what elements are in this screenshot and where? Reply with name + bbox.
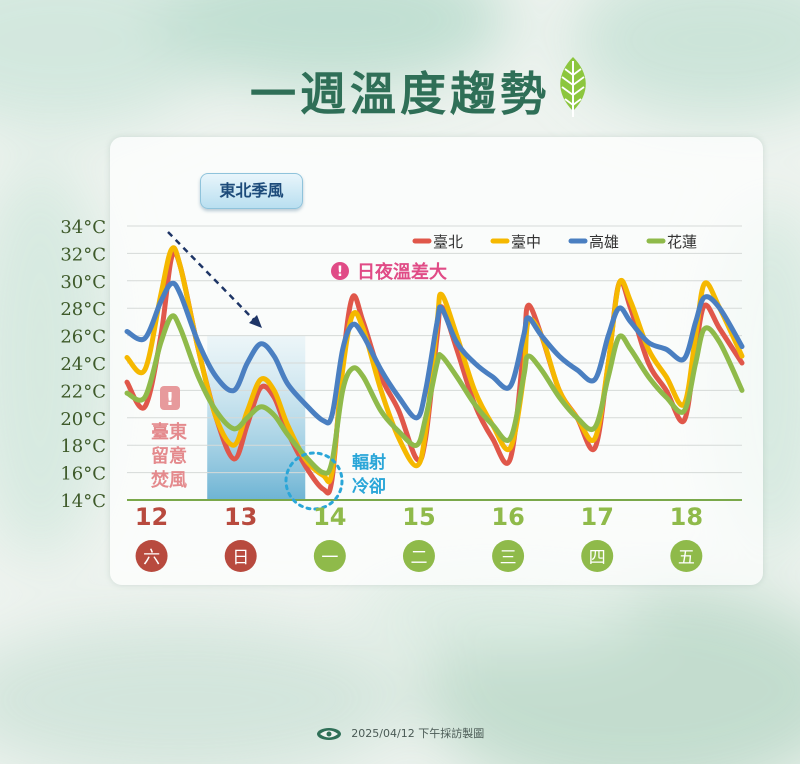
- legend-label: 臺北: [433, 233, 463, 251]
- weekday-label: 四: [589, 548, 606, 568]
- legend-label: 臺中: [511, 233, 541, 251]
- weekday-badge: [670, 540, 703, 572]
- legend-label: 花蓮: [667, 233, 697, 251]
- day-number: 14: [313, 503, 346, 531]
- radiation-label: 冷卻: [352, 476, 386, 497]
- foehn-label: 留意: [151, 445, 187, 467]
- weekday-label: 五: [678, 548, 695, 568]
- monsoon-arrowhead: [249, 315, 262, 328]
- y-tick-label: 30°C: [60, 272, 106, 293]
- monsoon-arrow: [167, 231, 257, 323]
- diurnal-label: 日夜溫差大: [357, 261, 447, 283]
- logo-icon: [316, 728, 341, 740]
- y-tick-label: 32°C: [60, 244, 106, 265]
- monsoon-label: 東北季風: [200, 173, 303, 209]
- radiation-circle: [284, 451, 344, 511]
- day-number: 13: [224, 503, 257, 531]
- day-number: 15: [402, 503, 435, 531]
- warning-icon-glyph: !: [166, 389, 174, 410]
- day-number: 12: [135, 503, 168, 531]
- weekday-badge: [581, 540, 614, 572]
- day-number: 17: [581, 503, 614, 531]
- y-tick-label: 20°C: [60, 409, 106, 430]
- legend-label: 高雄: [589, 233, 619, 251]
- alert-icon: [331, 262, 349, 280]
- weekday-badge: [313, 540, 346, 572]
- series-line-花蓮: [124, 313, 745, 476]
- y-tick-label: 22°C: [60, 381, 106, 402]
- y-tick-label: 28°C: [60, 299, 106, 320]
- weekday-badge: [492, 540, 525, 572]
- y-tick-label: 34°C: [60, 217, 106, 238]
- y-tick-label: 24°C: [60, 354, 106, 375]
- y-tick-label: 26°C: [60, 327, 106, 348]
- weekday-badge: [135, 540, 168, 572]
- weekday-label: 日: [232, 548, 249, 568]
- foehn-label: 臺東: [151, 421, 187, 443]
- weekday-label: 一: [321, 548, 338, 568]
- day-number: 18: [670, 503, 703, 531]
- weekday-label: 二: [410, 548, 427, 568]
- footer-credit: 2025/04/12 下午採訪製圖: [351, 727, 485, 740]
- alert-icon-glyph: !: [337, 264, 343, 280]
- weekday-badge: [402, 540, 435, 572]
- weekday-label: 三: [500, 548, 517, 568]
- weekday-label: 六: [143, 548, 160, 568]
- page-title: 一週溫度趨勢: [250, 67, 550, 121]
- series-line-高雄: [124, 280, 745, 426]
- radiation-label: 輻射: [352, 452, 386, 473]
- warning-icon: [160, 386, 180, 410]
- leaf-icon: [560, 57, 586, 117]
- y-tick-label: 18°C: [60, 436, 106, 457]
- day-number: 16: [491, 503, 524, 531]
- footer: 2025/04/12 下午採訪製圖: [0, 725, 800, 741]
- y-tick-label: 16°C: [60, 464, 106, 485]
- foehn-label: 焚風: [150, 470, 187, 491]
- y-tick-label: 14°C: [60, 491, 106, 512]
- weekday-badge: [224, 540, 257, 572]
